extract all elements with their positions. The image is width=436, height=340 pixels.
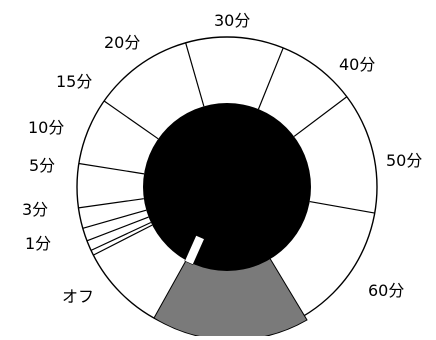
divider-3-5 [86,216,149,242]
divider-1-3 [90,221,152,251]
divider-off-1 [93,224,153,256]
divider-40-50 [257,47,284,110]
label-50-min: 50分 [386,151,423,170]
knob-pointer [184,235,205,265]
divider-10-15 [78,198,144,209]
label-3-min: 3分 [22,200,49,219]
label-60-min: 60分 [368,281,405,300]
label-30-min: 30分 [214,11,251,30]
divider-5-10 [82,209,147,229]
sector-divider-lines [78,42,375,256]
label-1-min: 1分 [25,234,52,253]
label-5-min: 5分 [29,156,56,175]
divider-15-20 [78,162,145,175]
divider-60-end [309,200,375,214]
divider-50-60 [293,96,348,137]
divider-30-40 [185,42,205,107]
label-10-min: 10分 [28,118,65,137]
divider-20-30 [103,100,159,140]
center-knob[interactable] [143,103,311,271]
label-off: オフ [62,287,95,306]
label-15-min: 15分 [56,72,93,91]
label-20-min: 20分 [104,33,141,52]
label-40-min: 40分 [339,55,376,74]
